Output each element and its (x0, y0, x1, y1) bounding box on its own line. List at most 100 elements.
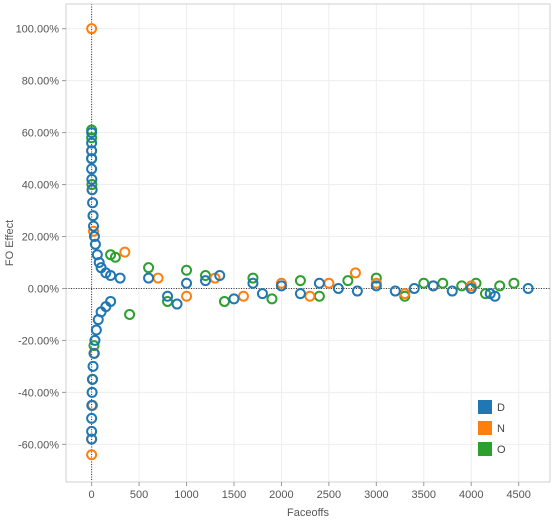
data-point-d (86, 386, 98, 398)
x-tick-label: 1000 (174, 489, 198, 501)
x-tick-label: 0 (89, 489, 95, 501)
data-point-n (349, 267, 361, 279)
data-point-o (479, 288, 491, 300)
data-point-d (93, 256, 105, 268)
data-point-d (86, 433, 98, 445)
data-point-d (86, 145, 98, 157)
y-tick-label: 40.00% (22, 180, 60, 192)
data-point-o (494, 280, 506, 292)
x-tick-label: 4000 (459, 489, 483, 501)
data-point-o (86, 179, 98, 191)
data-point-o (124, 308, 136, 320)
data-point-o (247, 272, 259, 284)
data-point-d (294, 288, 306, 300)
y-tick-label: 60.00% (22, 128, 60, 140)
data-point-o (218, 295, 230, 307)
data-point-d (86, 399, 98, 411)
data-point-d (87, 197, 99, 209)
data-point-d (86, 412, 98, 424)
y-tick-label: -20.00% (18, 335, 59, 347)
x-tick-label: 3000 (364, 489, 388, 501)
data-point-d (88, 220, 100, 232)
data-point-d (332, 282, 344, 294)
data-point-d (389, 285, 401, 297)
data-point-d (89, 238, 101, 250)
legend-label-d: D (497, 402, 505, 414)
data-point-o (437, 277, 449, 289)
data-point-d (90, 324, 102, 336)
data-point-d (489, 290, 501, 302)
plot-background (66, 4, 550, 482)
data-point-d (228, 293, 240, 305)
y-axis-title: FO Effect (4, 220, 16, 266)
data-point-d (105, 295, 117, 307)
y-tick-label: 100.00% (16, 24, 60, 36)
reference-lines (66, 4, 550, 482)
data-point-o (508, 277, 520, 289)
data-point-d (86, 173, 98, 185)
plot-border (65, 3, 551, 483)
data-point-d (214, 269, 226, 281)
legend-label-n: N (497, 423, 505, 435)
data-point-n (86, 449, 98, 461)
data-point-o (143, 262, 155, 274)
data-point-o (181, 264, 193, 276)
data-point-o (88, 340, 100, 352)
data-point-d (143, 272, 155, 284)
data-point-d (86, 184, 98, 196)
data-point-d (427, 280, 439, 292)
data-point-o (86, 132, 98, 144)
data-point-o (109, 251, 121, 263)
y-tick-label: -40.00% (18, 387, 59, 399)
data-point-n (304, 290, 316, 302)
data-point-d (446, 285, 458, 297)
data-point-o (266, 293, 278, 305)
data-point-d (114, 272, 126, 284)
data-point-d (256, 288, 268, 300)
data-point-o (200, 269, 212, 281)
data-point-n (181, 290, 193, 302)
data-point-d (86, 153, 98, 165)
data-point-d (200, 275, 212, 287)
data-point-d (86, 137, 98, 149)
data-point-n (119, 246, 131, 258)
x-tick-label: 1500 (222, 489, 246, 501)
data-point-n (237, 290, 249, 302)
x-tick-label: 2500 (317, 489, 341, 501)
x-axis-ticks: 0 500 1000 1500 2000 2500 3000 3500 4000 4500 (89, 482, 531, 501)
data-point-o (370, 272, 382, 284)
data-point-d (88, 347, 100, 359)
y-tick-label: 0.00% (28, 283, 59, 295)
data-point-o (294, 275, 306, 287)
x-tick-label: 4500 (506, 489, 530, 501)
data-point-d (87, 373, 99, 385)
data-point-d (87, 360, 99, 372)
data-point-d (247, 277, 259, 289)
x-tick-label: 500 (130, 489, 148, 501)
data-point-d (89, 334, 101, 346)
legend-swatch-o (478, 442, 492, 456)
data-point-d (351, 285, 363, 297)
data-point-d (86, 425, 98, 437)
x-axis-title: Faceoffs (287, 507, 329, 519)
data-point-d (465, 282, 477, 294)
legend: DNO (478, 400, 506, 456)
y-axis-ticks: 100.00% 80.00% 60.00% 40.00% 20.00% 0.00% -20.… (16, 24, 66, 451)
y-tick-label: 80.00% (22, 76, 60, 88)
data-points (86, 23, 534, 461)
data-point-d (162, 290, 174, 302)
legend-label-o: O (497, 444, 506, 456)
data-point-d (181, 277, 193, 289)
data-point-d (86, 127, 98, 139)
data-point-d (105, 269, 117, 281)
data-point-d (370, 280, 382, 292)
data-point-d (88, 231, 100, 243)
data-point-d (87, 210, 99, 222)
legend-swatch-d (478, 400, 492, 414)
data-point-o (162, 295, 174, 307)
y-tick-label: 20.00% (22, 232, 60, 244)
x-tick-label: 2000 (269, 489, 293, 501)
data-point-n (88, 225, 100, 237)
data-point-o (342, 275, 354, 287)
